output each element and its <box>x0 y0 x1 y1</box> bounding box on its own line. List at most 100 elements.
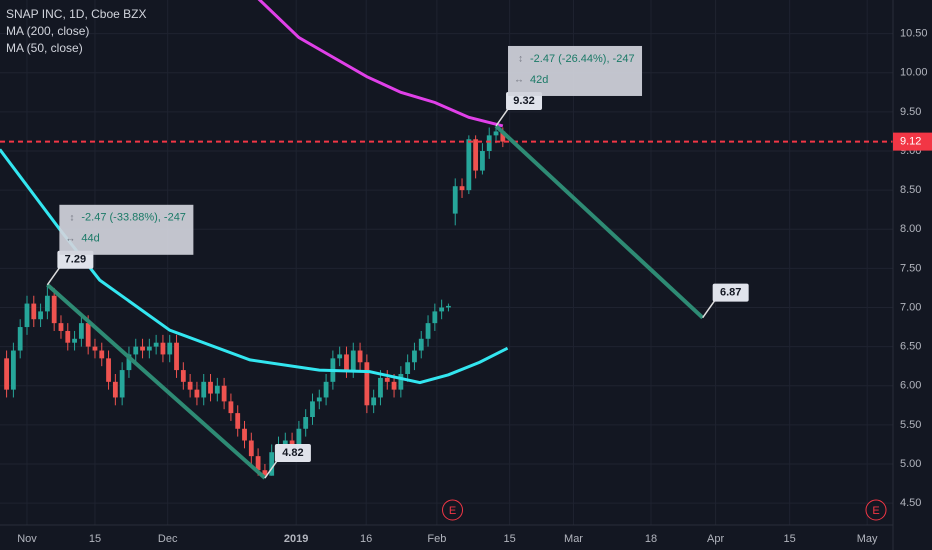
x-tick-label: 15 <box>784 533 796 545</box>
candle-body <box>432 311 438 324</box>
candle-body <box>92 346 98 351</box>
candle-body <box>242 428 247 441</box>
candle-body <box>140 346 145 351</box>
moving-average-line <box>257 0 504 128</box>
candle-body <box>316 397 322 402</box>
candle-body <box>303 417 309 429</box>
x-tick-label: Mar <box>564 533 583 545</box>
stats-duration: 42d <box>530 74 548 86</box>
y-tick-label: 10.00 <box>900 67 928 79</box>
candle-body <box>337 354 343 359</box>
y-tick-label: 7.50 <box>900 262 921 274</box>
candle-body <box>350 350 356 371</box>
candle-body <box>17 327 23 351</box>
candle-body <box>58 323 64 331</box>
candle-body <box>364 362 370 406</box>
candle-body <box>357 350 363 363</box>
candle-body <box>72 338 77 343</box>
y-tick-label: 8.00 <box>900 223 921 235</box>
x-tick-label: 2019 <box>284 533 308 545</box>
candle-body <box>119 370 125 398</box>
legend: SNAP INC, 1D, Cboe BZX MA (200, close) M… <box>6 7 147 55</box>
candle-body <box>378 377 383 398</box>
candle-body <box>384 377 390 382</box>
y-tick-label: 10.50 <box>900 28 928 40</box>
plot-area: 7.29 4.82 ↕ -2.47 (-33.88%), -247 ↔ 44d 9.32 6.… <box>0 0 893 521</box>
candle-body <box>248 440 254 457</box>
candle-body <box>398 373 404 390</box>
stats-icon: ↔ <box>514 75 524 86</box>
stats-icon: ↕ <box>518 54 523 65</box>
value-label-bg <box>274 444 311 463</box>
candle-body <box>160 342 166 355</box>
y-tick-label: 4.50 <box>900 497 921 509</box>
earnings-marker <box>865 499 887 521</box>
candle-body <box>486 135 492 152</box>
candle-body <box>480 151 485 171</box>
candle-body <box>446 305 451 308</box>
projection-line <box>494 124 705 320</box>
value-label: 9.32 <box>513 95 534 107</box>
candle-body <box>112 381 118 398</box>
y-tick-label: 7.00 <box>900 301 921 313</box>
value-label: 7.29 <box>65 254 86 266</box>
y-tick-label: 5.50 <box>900 419 921 431</box>
candle-body <box>126 354 132 371</box>
stats-box <box>59 204 194 255</box>
candle-body <box>194 389 200 398</box>
x-tick-label: Apr <box>707 533 724 545</box>
candle-body <box>24 303 30 328</box>
y-tick-label: 6.00 <box>900 380 921 392</box>
y-tick-label: 6.50 <box>900 341 921 353</box>
candle-body <box>153 342 159 347</box>
value-label-bg <box>57 250 94 269</box>
stats-icon: ↕ <box>69 212 74 223</box>
value-label-bg <box>506 91 543 110</box>
candle-body <box>255 456 261 471</box>
candle-body <box>44 295 50 312</box>
stats-change: -2.47 (-26.44%), -247 <box>530 53 635 65</box>
chart-title: SNAP INC, 1D, Cboe BZX <box>6 7 147 21</box>
stats-duration: 44d <box>81 233 99 245</box>
candle-body <box>51 295 57 324</box>
earnings-label: E <box>872 505 879 517</box>
candle-body <box>133 346 139 355</box>
candle-body <box>146 346 152 351</box>
candle-body <box>4 358 9 390</box>
y-tick-label: 9.50 <box>900 106 921 118</box>
candle-body <box>371 397 377 406</box>
price-label-bg <box>893 132 932 151</box>
label-tail <box>264 460 278 479</box>
candle-body <box>466 139 472 191</box>
candle-body <box>412 350 417 363</box>
candle-body <box>228 401 234 414</box>
candle-body <box>187 381 193 390</box>
candle-body <box>167 342 173 355</box>
label-tail <box>495 108 509 127</box>
candle-body <box>10 350 16 390</box>
candle-body <box>344 354 349 371</box>
candle-body <box>452 186 458 214</box>
grid <box>0 0 893 525</box>
candle-body <box>180 370 186 382</box>
candle-body <box>208 381 213 394</box>
candle-body <box>262 470 268 476</box>
x-tick-label: 15 <box>89 533 101 545</box>
legend-entry: MA (200, close) <box>6 24 89 38</box>
y-tick-label: 5.00 <box>900 458 921 470</box>
candle-body <box>235 413 241 429</box>
value-label: 6.87 <box>720 287 741 299</box>
candle-body <box>99 350 105 359</box>
candle-body <box>323 381 329 398</box>
candle-body <box>405 362 411 374</box>
candle-body <box>493 131 499 136</box>
candle-body <box>391 381 397 390</box>
value-label: 4.82 <box>282 447 303 459</box>
label-tail <box>46 267 60 286</box>
price-label: 9.12 <box>900 136 921 148</box>
axes: 4.505.005.506.006.507.007.508.008.509.00… <box>17 28 932 545</box>
candle-body <box>201 381 207 398</box>
candle-body <box>221 385 227 402</box>
